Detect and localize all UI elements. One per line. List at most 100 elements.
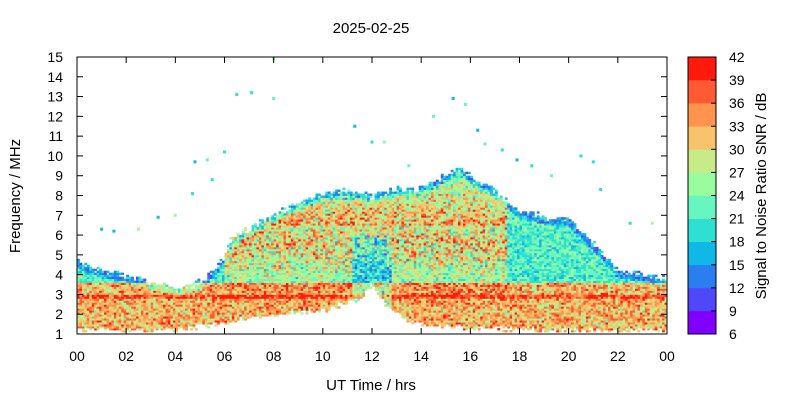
heatmap-cell (234, 308, 238, 311)
heatmap-cell (276, 278, 279, 281)
heatmap-cell (190, 314, 193, 317)
heatmap-cell (376, 288, 380, 291)
heatmap-cell (96, 280, 100, 283)
heatmap-cell (313, 225, 316, 228)
heatmap-cell (126, 288, 130, 291)
heatmap-cell (354, 195, 358, 198)
heatmap-cell (126, 292, 130, 295)
heatmap-cell (359, 193, 363, 196)
heatmap-cell (249, 242, 252, 246)
heatmap-cell (251, 252, 255, 256)
heatmap-cell (258, 264, 262, 268)
heatmap-cell (295, 302, 299, 305)
heatmap-cell (163, 300, 166, 303)
heatmap-cell (217, 290, 220, 293)
heatmap-cell (212, 312, 216, 315)
heatmap-cell (330, 199, 334, 202)
heatmap-cell (190, 288, 193, 291)
heatmap-cell (202, 306, 206, 309)
heatmap-cell (273, 270, 277, 274)
heatmap-cell (293, 254, 297, 258)
heatmap-cell (219, 282, 223, 285)
heatmap-cell (241, 304, 245, 307)
heatmap-cell (197, 314, 201, 317)
heatmap-cell (347, 201, 351, 204)
heatmap-cell (281, 270, 284, 274)
heatmap-cell (369, 276, 373, 279)
heatmap-cell (140, 308, 144, 311)
heatmap-cell (330, 274, 334, 278)
heatmap-cell (337, 276, 341, 279)
heatmap-cell (212, 294, 216, 297)
heatmap-cell (160, 306, 164, 309)
heatmap-cell (254, 272, 257, 276)
heatmap-cell (369, 205, 373, 208)
heatmap-cell (352, 278, 356, 281)
heatmap-cell (310, 298, 314, 301)
heatmap-cell (342, 187, 346, 190)
heatmap-cell (305, 270, 309, 274)
heatmap-cell (217, 296, 220, 299)
heatmap-cell (251, 314, 255, 317)
heatmap-cell (268, 286, 272, 289)
heatmap-cell (79, 318, 83, 321)
heatmap-cell (246, 288, 250, 291)
heatmap-cell (138, 294, 142, 297)
heatmap-cell (335, 233, 338, 236)
heatmap-cell (364, 197, 368, 200)
heatmap-cell (315, 250, 319, 254)
heatmap-cell (281, 229, 284, 232)
heatmap-cell (305, 276, 309, 279)
heatmap-cell (376, 229, 380, 232)
heatmap-cell (263, 225, 267, 228)
heatmap-cell (258, 290, 262, 293)
heatmap-cell (106, 310, 110, 313)
heatmap-cell (303, 252, 307, 256)
heatmap-cell (172, 326, 176, 329)
heatmap-cell (278, 304, 282, 307)
heatmap-cell (369, 215, 373, 218)
heatmap-cell (86, 322, 90, 325)
heatmap-cell (300, 215, 304, 218)
heatmap-cell (290, 290, 294, 293)
heatmap-cell (285, 244, 289, 248)
heatmap-cell (342, 278, 346, 281)
heatmap-cell (251, 227, 255, 230)
heatmap-cell (251, 235, 255, 238)
heatmap-cell (165, 296, 169, 299)
heatmap-cell (84, 270, 88, 274)
heatmap-cell (185, 320, 189, 323)
heatmap-cell (372, 280, 375, 283)
heatmap-cell (244, 262, 248, 266)
heatmap-cell (364, 250, 368, 254)
heatmap-cell (111, 292, 115, 295)
heatmap-cell (357, 246, 361, 250)
heatmap-cell (288, 215, 292, 218)
heatmap-cell (91, 288, 95, 291)
heatmap-cell (285, 246, 289, 250)
heatmap-cell (298, 239, 302, 242)
heatmap-cell (180, 288, 184, 291)
heatmap-cell (347, 195, 351, 198)
heatmap-cell (116, 286, 120, 289)
heatmap-cell (271, 282, 275, 285)
heatmap-cell (84, 292, 88, 295)
heatmap-cell (376, 235, 380, 238)
heatmap-cell (320, 254, 324, 258)
heatmap-cell (303, 239, 307, 242)
heatmap-cell (357, 256, 361, 260)
heatmap-cell (300, 223, 304, 226)
heatmap-cell (89, 314, 93, 317)
heatmap-cell (273, 294, 277, 297)
heatmap-cell (300, 300, 304, 303)
heatmap-cell (207, 304, 211, 307)
heatmap-cell (138, 322, 142, 325)
heatmap-cell (359, 235, 363, 238)
heatmap-cell (310, 296, 314, 299)
heatmap-cell (362, 225, 366, 228)
heatmap-cell (263, 242, 267, 246)
heatmap-cell (234, 276, 238, 279)
heatmap-cell (362, 239, 366, 242)
heatmap-cell (185, 312, 189, 315)
heatmap-cell (288, 278, 292, 281)
